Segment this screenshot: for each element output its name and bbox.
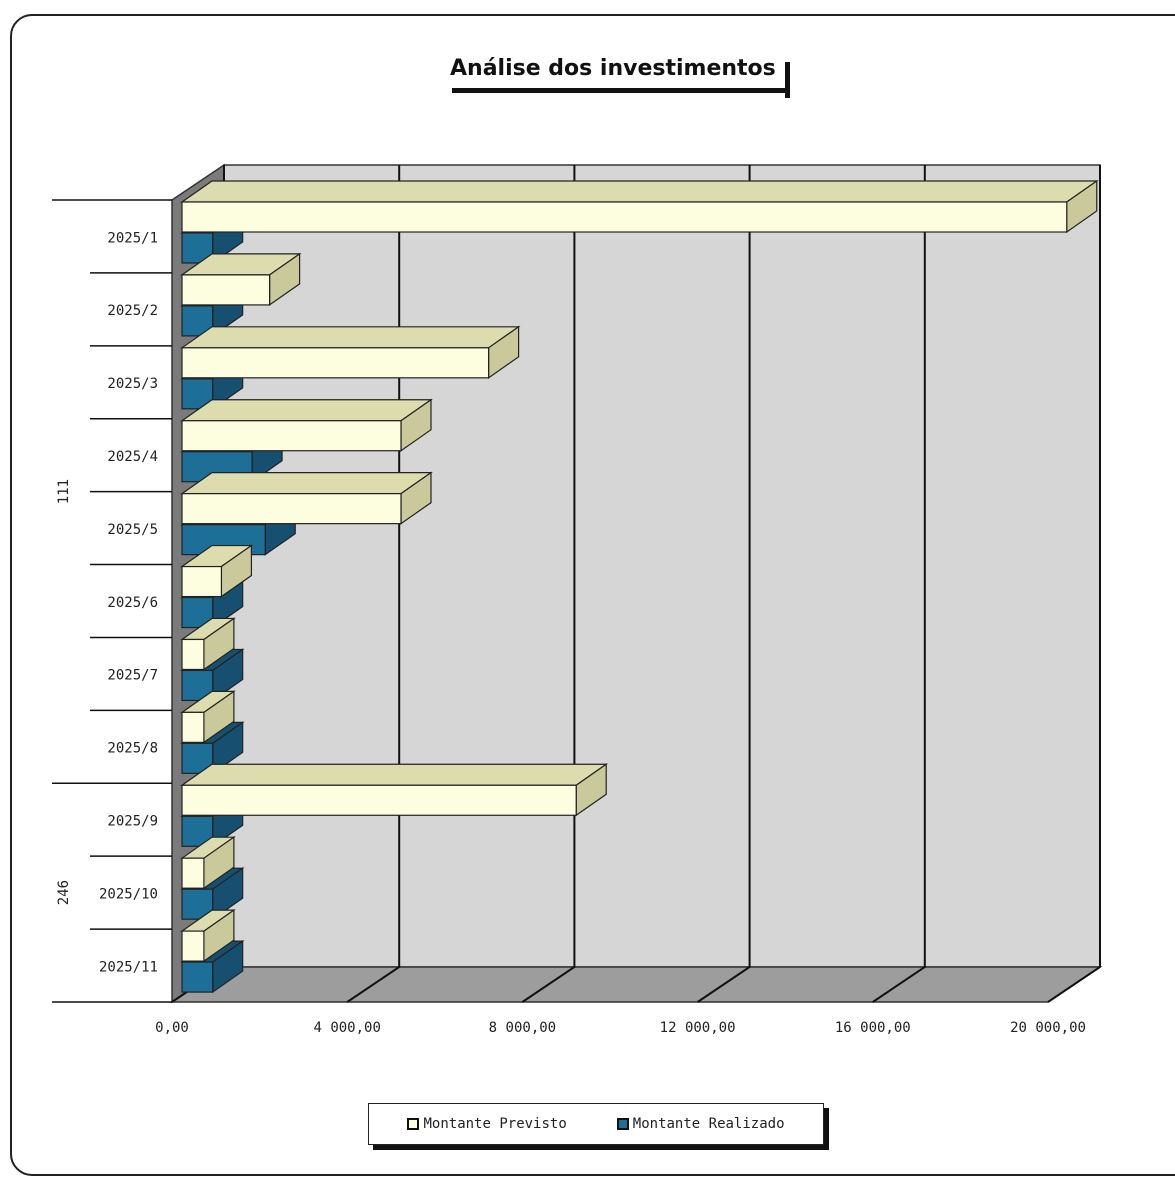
legend-shadow-bottom [373,1145,829,1150]
legend-label-previsto: Montante Previsto [423,1116,567,1132]
chart-legend: Montante Previsto Montante Realizado [368,1103,824,1145]
category-label: 2025/7 [107,668,158,684]
bar-previsto-top [180,399,433,422]
bar-previsto-top [180,180,1099,203]
category-label: 2025/10 [99,886,158,902]
bar-previsto [181,930,205,962]
chart-floor [169,966,1103,1003]
x-tick-label: 0,00 [155,1020,189,1036]
category-label: 2025/2 [107,303,158,319]
bar-previsto [181,784,577,816]
bar-previsto [181,274,271,306]
category-label: 2025/8 [107,741,158,757]
chart-title: Análise dos investimentos [450,56,784,85]
group-label: 246 [56,880,72,905]
x-tick-label: 16 000,00 [835,1020,911,1036]
gridline [872,165,926,1003]
bar-previsto [181,493,402,525]
bar-previsto-top [180,763,609,786]
legend-item-previsto: Montante Previsto [407,1116,567,1132]
title-shadow [784,62,790,98]
bar-previsto [181,638,205,671]
title-shadow-bottom [452,88,790,93]
category-label: 2025/5 [107,522,158,538]
legend-label-realizado: Montante Realizado [632,1116,785,1132]
category-label: 2025/3 [107,376,158,392]
category-label: 2025/4 [107,449,158,465]
bar-previsto [181,347,490,379]
x-tick-label: 4 000,00 [313,1020,380,1036]
chart-title-box: Análise dos investimentos [450,56,790,98]
back-wall [223,164,1101,968]
legend-shadow [824,1108,829,1150]
x-tick-label: 12 000,00 [660,1020,736,1036]
category-label: 2025/11 [99,959,158,975]
bar-previsto [181,201,1068,233]
x-tick-label: 8 000,00 [489,1020,556,1036]
legend-item-realizado: Montante Realizado [616,1116,785,1132]
category-label: 2025/9 [107,814,158,830]
bar-previsto [181,857,205,889]
category-label: 2025/6 [107,595,158,611]
legend-swatch-realizado [616,1118,629,1130]
category-label: 2025/1 [107,230,158,246]
gridline [1047,165,1101,1003]
gridline [697,165,751,1003]
bar-realizado [181,961,214,993]
bar-previsto [181,420,402,452]
bar-previsto-top [180,472,433,495]
bar-previsto-top [180,326,521,349]
legend-swatch-previsto [407,1118,420,1130]
gridline [521,165,576,1003]
bar-previsto [181,711,205,743]
bar-previsto [181,565,223,598]
x-tick-label: 20 000,00 [1010,1020,1086,1036]
bar-chart: 2025/1 2025/2 2025/3 2025/4 2025/5 2025/6 2025… [52,163,1103,1036]
group-label: 111 [56,479,72,504]
